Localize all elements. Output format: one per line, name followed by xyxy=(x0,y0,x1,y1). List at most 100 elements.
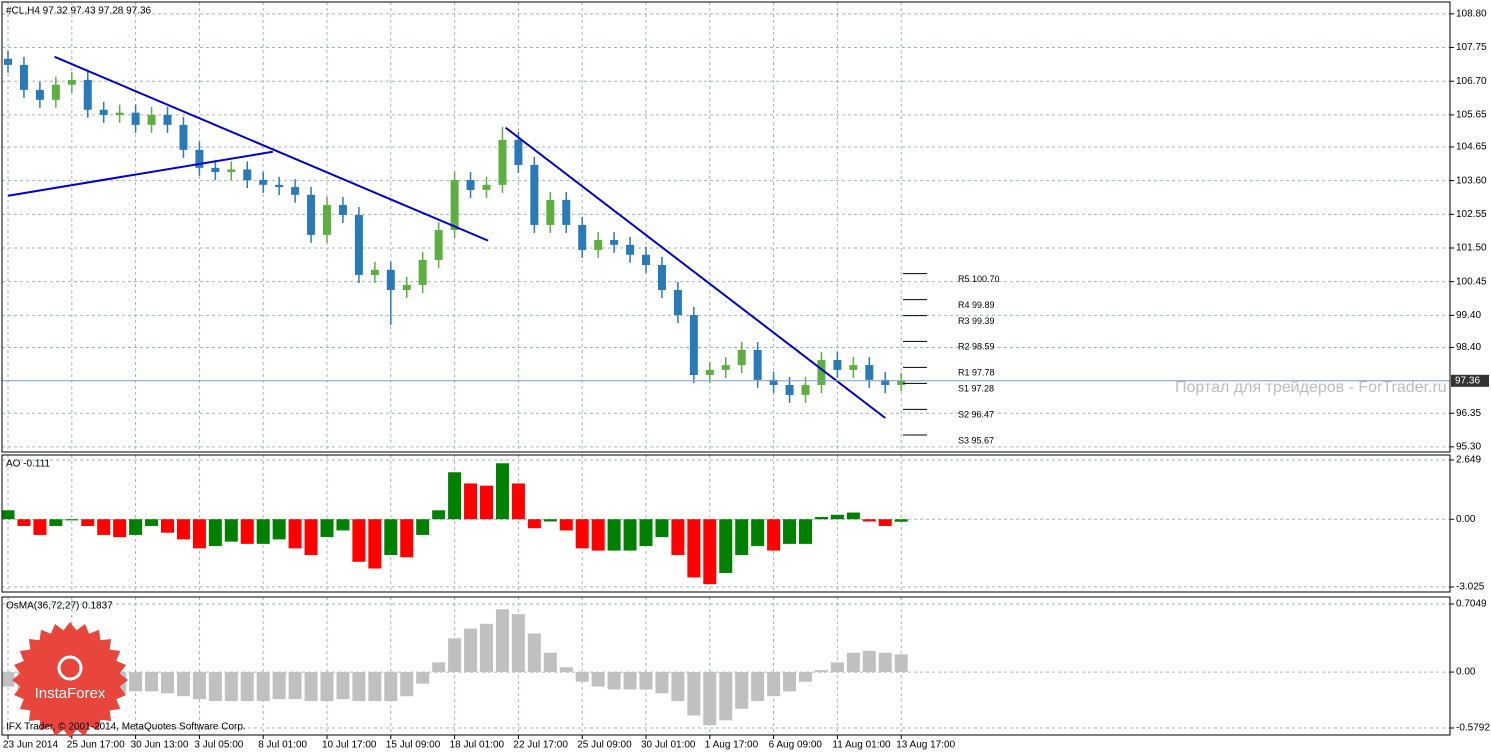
histogram-bar xyxy=(304,672,318,702)
y-tick-label: 0.00 xyxy=(1456,667,1476,678)
candle-body xyxy=(99,109,108,115)
candle-body xyxy=(402,284,411,291)
candle-body xyxy=(594,239,603,250)
histogram-bar xyxy=(495,463,509,520)
pivot-label: R1 97.78 xyxy=(958,368,995,378)
candle-body xyxy=(466,180,475,190)
candle-body xyxy=(562,199,571,225)
logo-text: InstaForex xyxy=(35,685,106,702)
candle-body xyxy=(737,350,746,366)
candle-body xyxy=(195,149,204,168)
histogram-bar xyxy=(767,672,781,697)
candle-body xyxy=(147,114,156,125)
candle-body xyxy=(323,205,331,235)
histogram-bar xyxy=(527,633,541,673)
candle-body xyxy=(354,214,363,275)
histogram-bar xyxy=(272,519,286,540)
histogram-bar xyxy=(751,672,765,702)
histogram-bar xyxy=(368,519,382,569)
histogram-bar xyxy=(240,519,254,544)
histogram-bar xyxy=(543,652,557,673)
histogram-bar xyxy=(304,519,318,556)
candle-body xyxy=(610,239,619,245)
y-tick-label: 0.00 xyxy=(1456,514,1476,525)
x-tick-label: 10 Jul 17:00 xyxy=(322,740,377,751)
candle-body xyxy=(546,199,555,225)
candle-body xyxy=(642,254,650,266)
histogram-bar xyxy=(336,519,350,531)
histogram-bar xyxy=(336,672,350,700)
y-tick-label: 105.65 xyxy=(1456,110,1487,121)
histogram-bar xyxy=(432,662,446,673)
histogram-bar xyxy=(352,519,366,562)
candle-body xyxy=(307,194,316,235)
histogram-bar xyxy=(607,519,621,551)
candle-body xyxy=(418,259,427,285)
histogram-bar xyxy=(862,519,876,522)
x-tick-label: 25 Jun 17:00 xyxy=(67,740,125,751)
y-tick-label: 96.35 xyxy=(1456,408,1481,419)
pivot-label: S3 95.67 xyxy=(958,435,994,445)
candle-body xyxy=(386,269,395,291)
y-tick-label: 95.30 xyxy=(1456,442,1481,453)
histogram-bar xyxy=(224,519,238,542)
candle-body xyxy=(35,89,44,100)
histogram-bar xyxy=(416,672,430,684)
candle-body xyxy=(881,379,890,385)
candle-body xyxy=(673,290,682,316)
panel-title: OsMA(36,72,27) 0.1837 xyxy=(6,601,113,612)
trendline xyxy=(54,55,489,242)
histogram-bar xyxy=(113,519,127,538)
histogram-bar xyxy=(448,638,462,673)
x-tick-label: 23 Jun 2014 xyxy=(3,740,58,751)
histogram-bar xyxy=(862,650,876,673)
histogram-bar xyxy=(894,654,908,673)
logo-icon xyxy=(57,655,83,681)
histogram-bar xyxy=(830,662,844,673)
candle-body xyxy=(849,365,858,370)
histogram-bar xyxy=(161,519,174,533)
histogram-bar xyxy=(480,623,493,673)
candle-body xyxy=(514,139,523,165)
histogram-bar xyxy=(208,519,222,547)
histogram-bar xyxy=(1,510,15,520)
histogram-bar xyxy=(846,652,860,673)
candle-body xyxy=(705,369,714,376)
candle-body xyxy=(769,379,778,385)
candle-body xyxy=(657,265,666,291)
y-tick-label: -0.5792 xyxy=(1456,723,1490,734)
pivot-label: R2 98.59 xyxy=(958,342,995,352)
histogram-bar xyxy=(894,519,908,522)
trendline xyxy=(7,150,273,197)
histogram-bar xyxy=(814,670,828,673)
candle-body xyxy=(243,169,252,181)
y-tick-label: 103.60 xyxy=(1456,175,1487,186)
panel-frame xyxy=(1,454,1451,593)
candle-body xyxy=(51,84,60,100)
histogram-bar xyxy=(145,519,159,526)
candle-body xyxy=(689,315,698,376)
histogram-bar xyxy=(687,519,701,578)
histogram-bar xyxy=(129,672,143,692)
x-tick-label: 13 Aug 17:00 xyxy=(896,740,955,751)
histogram-bar xyxy=(320,672,334,702)
x-tick-label: 30 Jun 13:00 xyxy=(131,740,189,751)
x-tick-label: 25 Jul 09:00 xyxy=(577,740,632,751)
histogram-bar xyxy=(400,672,414,697)
histogram-bar xyxy=(511,483,525,520)
y-tick-label: 102.55 xyxy=(1456,209,1487,220)
candle-body xyxy=(626,244,635,255)
candle-body xyxy=(179,124,188,150)
histogram-bar xyxy=(400,519,414,558)
x-tick-label: 3 Jul 05:00 xyxy=(194,740,243,751)
histogram-bar xyxy=(703,519,717,585)
panel-title: AO -0.111 xyxy=(6,459,51,470)
histogram-bar xyxy=(256,672,270,702)
x-tick-label: 8 Jul 01:00 xyxy=(258,740,307,751)
histogram-bar xyxy=(49,519,63,526)
histogram-bar xyxy=(830,514,844,520)
candle-body xyxy=(801,384,810,395)
candle-body xyxy=(163,114,172,125)
x-tick-label: 30 Jul 01:00 xyxy=(641,740,696,751)
histogram-bar xyxy=(575,519,589,549)
